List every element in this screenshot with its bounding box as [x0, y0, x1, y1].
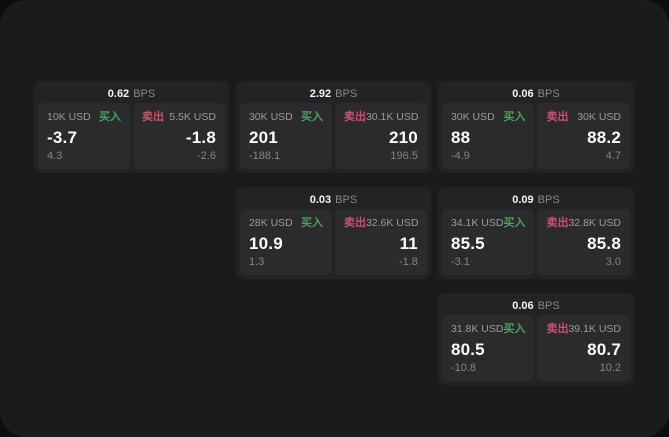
sell-tag: 卖出	[141, 111, 164, 123]
buy-quote-tile[interactable]: 28K USD 买入 10.9 1.3	[239, 209, 332, 275]
sell-price: 85.8	[587, 234, 621, 253]
quote-card: 0.06 BPS 31.8K USD 买入 80.5 -10.8 卖出 39.1…	[437, 293, 634, 385]
sell-quote-tile[interactable]: 卖出 30K USD 88.2 4.7	[537, 103, 630, 169]
quote-card: 0.06 BPS 30K USD 买入 88 -4.9 卖出 30K USD	[437, 81, 634, 173]
buy-change: -188.1	[248, 150, 281, 162]
quote-cards-grid: 0.62 BPS 10K USD 买入 -3.7 4.3 卖出 5.5K USD	[34, 81, 634, 385]
sell-price: 80.7	[587, 340, 621, 359]
sell-tag: 卖出	[546, 323, 569, 335]
quote-card: 0.09 BPS 34.1K USD 买入 85.5 -3.1 卖出 32.8K…	[437, 187, 634, 279]
bps-header: 0.09 BPS	[442, 191, 630, 209]
bps-unit-label: BPS	[133, 88, 156, 100]
buy-change: -10.8	[450, 362, 477, 374]
sell-change: -2.6	[197, 150, 216, 162]
sell-change: 196.5	[390, 150, 418, 162]
buy-change: -4.9	[450, 150, 470, 162]
buy-change: 4.3	[47, 150, 63, 162]
sell-notional: 30K USD	[577, 111, 621, 123]
sell-change: 3.0	[605, 256, 621, 268]
sell-change: 10.2	[599, 362, 621, 374]
buy-quote-tile[interactable]: 30K USD 买入 88 -4.9	[441, 103, 535, 169]
quote-body: 28K USD 买入 10.9 1.3 卖出 32.6K USD 11 -1.8	[239, 209, 427, 275]
buy-tag: 买入	[503, 111, 526, 123]
bps-header: 2.92 BPS	[240, 85, 427, 103]
buy-price: 80.5	[450, 340, 485, 359]
bps-value: 0.06	[512, 300, 534, 312]
sell-tag: 卖出	[546, 217, 569, 229]
buy-notional: 28K USD	[248, 217, 293, 229]
bps-unit-label: BPS	[335, 88, 358, 100]
sell-tag: 卖出	[343, 217, 366, 229]
quote-card: 0.03 BPS 28K USD 买入 10.9 1.3 卖出 32.6K US…	[235, 187, 431, 279]
bps-value: 2.92	[309, 88, 332, 100]
bps-header: 0.06 BPS	[442, 85, 630, 103]
sell-quote-tile[interactable]: 卖出 32.6K USD 11 -1.8	[334, 209, 427, 275]
bps-unit-label: BPS	[537, 300, 560, 312]
buy-notional: 31.8K USD	[450, 323, 504, 335]
bps-unit-label: BPS	[335, 194, 358, 206]
sell-notional: 30.1K USD	[365, 111, 419, 123]
sell-quote-tile[interactable]: 卖出 30.1K USD 210 196.5	[334, 103, 427, 169]
buy-price: 88	[450, 128, 471, 147]
buy-quote-tile[interactable]: 34.1K USD 买入 85.5 -3.1	[441, 209, 535, 275]
buy-change: 1.3	[248, 256, 265, 268]
sell-notional: 39.1K USD	[568, 323, 621, 335]
sell-change: 4.7	[605, 150, 621, 162]
bps-value: 0.09	[512, 194, 534, 206]
buy-tag: 买入	[503, 323, 526, 335]
sell-price: 210	[388, 128, 418, 147]
sell-tag: 卖出	[343, 111, 366, 123]
sell-change: -1.8	[398, 256, 418, 268]
bps-unit-label: BPS	[537, 194, 560, 206]
bps-header: 0.62 BPS	[38, 85, 225, 103]
bps-value: 0.62	[107, 88, 130, 100]
quote-body: 34.1K USD 买入 85.5 -3.1 卖出 32.8K USD 85.8…	[441, 209, 630, 275]
bps-unit-label: BPS	[537, 88, 560, 100]
buy-notional: 34.1K USD	[450, 217, 504, 229]
sell-notional: 32.8K USD	[568, 217, 621, 229]
quote-card: 2.92 BPS 30K USD 买入 201 -188.1 卖出 30.1K …	[235, 81, 431, 173]
sell-quote-tile[interactable]: 卖出 5.5K USD -1.8 -2.6	[132, 103, 225, 169]
quote-body: 10K USD 买入 -3.7 4.3 卖出 5.5K USD -1.8 -2.…	[38, 103, 225, 169]
buy-price: 201	[248, 128, 278, 147]
buy-quote-tile[interactable]: 31.8K USD 买入 80.5 -10.8	[441, 315, 535, 381]
buy-tag: 买入	[98, 111, 121, 123]
bps-value: 0.03	[309, 194, 332, 206]
sell-quote-tile[interactable]: 卖出 32.8K USD 85.8 3.0	[537, 209, 630, 275]
sell-price: 88.2	[587, 128, 621, 147]
buy-notional: 10K USD	[47, 111, 91, 123]
buy-price: 10.9	[248, 234, 283, 253]
buy-price: -3.7	[47, 128, 78, 147]
buy-tag: 买入	[503, 217, 526, 229]
buy-change: -3.1	[450, 256, 470, 268]
sell-price: -1.8	[185, 128, 216, 147]
sell-notional: 32.6K USD	[365, 217, 419, 229]
buy-quote-tile[interactable]: 30K USD 买入 201 -188.1	[239, 103, 332, 169]
buy-tag: 买入	[300, 217, 323, 229]
buy-price: 85.5	[450, 234, 485, 253]
buy-tag: 买入	[300, 111, 323, 123]
quote-card: 0.62 BPS 10K USD 买入 -3.7 4.3 卖出 5.5K USD	[34, 81, 229, 173]
bps-value: 0.06	[512, 88, 534, 100]
quote-body: 30K USD 买入 88 -4.9 卖出 30K USD 88.2 4.7	[441, 103, 630, 169]
buy-quote-tile[interactable]: 10K USD 买入 -3.7 4.3	[38, 103, 130, 169]
quote-body: 31.8K USD 买入 80.5 -10.8 卖出 39.1K USD 80.…	[441, 315, 630, 381]
sell-quote-tile[interactable]: 卖出 39.1K USD 80.7 10.2	[537, 315, 630, 381]
sell-tag: 卖出	[546, 111, 569, 123]
bps-header: 0.03 BPS	[240, 191, 427, 209]
quote-body: 30K USD 买入 201 -188.1 卖出 30.1K USD 210 1…	[239, 103, 427, 169]
buy-notional: 30K USD	[450, 111, 495, 123]
sell-notional: 5.5K USD	[169, 111, 216, 123]
bps-header: 0.06 BPS	[442, 297, 630, 315]
buy-notional: 30K USD	[248, 111, 293, 123]
sell-price: 11	[399, 234, 418, 253]
